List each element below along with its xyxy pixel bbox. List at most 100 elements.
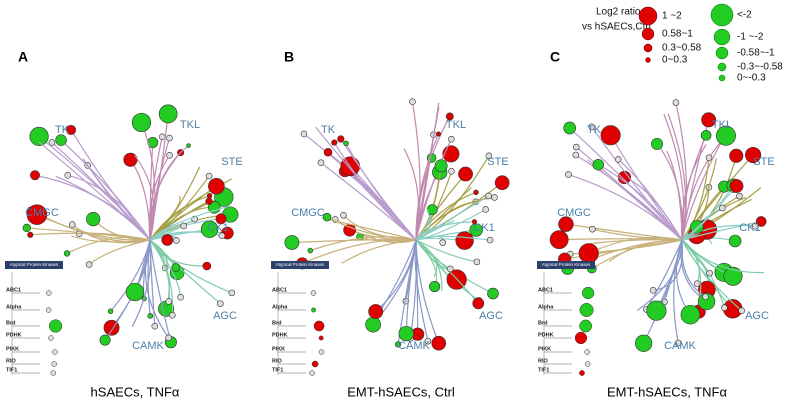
tree-branch: [415, 102, 440, 241]
kinase-dot: [171, 263, 181, 272]
tree-branch: [681, 185, 735, 241]
family-label: ABC1: [272, 287, 287, 293]
kinase-dot: [50, 370, 57, 376]
group-label: CK1: [207, 222, 228, 234]
group-label: STE: [487, 156, 508, 168]
tree-branch: [405, 239, 417, 334]
kinase-dot: [574, 331, 588, 345]
kinase-dot: [166, 134, 173, 142]
legend-label: 0.58~1: [662, 29, 693, 40]
kinase-dot: [64, 172, 72, 179]
kinase-dot: [472, 297, 485, 310]
kinome-panel: B EMT-hSAECs, Ctrl TK TKL STE CMGC CK1 AGC CAMK A…: [271, 49, 510, 399]
kinase-dot: [173, 237, 180, 244]
atypical-tree: [543, 272, 572, 375]
panel-caption: hSAECs, TNFα: [91, 384, 180, 399]
tree-branch: [140, 122, 156, 241]
group-label: TK: [587, 124, 602, 136]
group-label: AGC: [479, 310, 503, 322]
kinase-dot: [448, 168, 455, 175]
kinase-dot: [693, 280, 701, 287]
kinase-dot: [365, 316, 381, 333]
legend-title: Log2 ratio: [596, 7, 641, 18]
kinase-dot: [205, 197, 213, 205]
legend-label: 0~-0.3: [737, 73, 766, 84]
kinase-dot: [729, 179, 744, 193]
tree-branch: [681, 139, 724, 241]
kinase-dot: [317, 159, 325, 167]
kinase-dot: [752, 222, 759, 230]
tree-branch: [681, 239, 743, 312]
tree-branch: [345, 143, 417, 241]
group-label: TKL: [712, 119, 732, 131]
tree-branch: [663, 113, 685, 241]
kinase-dot: [205, 172, 213, 180]
family-label: ABC1: [6, 287, 21, 293]
atypical-header-box: [5, 261, 63, 269]
family-label: RIO: [538, 358, 549, 364]
kinase-dot: [151, 322, 159, 330]
kinase-dot: [313, 320, 325, 332]
tree-branch: [333, 142, 417, 241]
tree-branch: [415, 239, 438, 287]
legend-swatch: [718, 74, 726, 82]
panel-letter: B: [284, 49, 294, 65]
kinase-dot: [107, 308, 114, 314]
kinase-dot: [206, 193, 213, 199]
kinase-dot: [702, 293, 709, 301]
tree-branch: [681, 239, 700, 284]
kinase-dot: [30, 170, 40, 181]
kinase-dot: [651, 137, 663, 150]
atypical-header-box: [271, 261, 329, 269]
kinase-dot: [131, 112, 152, 133]
kinase-dot: [177, 293, 184, 301]
kinase-dot: [165, 298, 172, 305]
tree-branch: [415, 138, 452, 241]
kinase-dot: [578, 243, 599, 264]
kinase-dot: [200, 220, 219, 238]
family-label: Brd: [538, 320, 547, 326]
tree-branch: [415, 196, 495, 241]
tree-branch: [149, 145, 189, 241]
kinase-dot: [482, 206, 489, 213]
family-label: Brd: [272, 320, 281, 326]
tree-branch: [30, 232, 151, 241]
legend: Log2 ratio vs hSAECs,Ctrl: [582, 7, 651, 33]
tree-branch: [415, 208, 431, 241]
family-label: TIF1: [6, 367, 17, 373]
kinase-dot: [99, 334, 111, 346]
tree-branch: [675, 102, 688, 241]
group-label: TKL: [446, 119, 466, 131]
kinase-dot: [584, 361, 591, 367]
legend-swatch: [645, 57, 651, 63]
kinase-dot: [340, 211, 347, 219]
kinase-dot: [755, 216, 767, 227]
group-label: STE: [221, 156, 242, 168]
tree-branch: [575, 146, 683, 241]
kinase-dot: [721, 304, 728, 312]
legend-label: <-2: [737, 10, 752, 21]
kinase-dot: [716, 125, 736, 146]
tree-branch: [655, 239, 683, 311]
kinase-dot: [486, 236, 494, 244]
tree-branch: [597, 164, 683, 241]
tree-branch: [681, 239, 706, 298]
kinase-dot: [310, 290, 317, 296]
kinase-dot: [158, 104, 178, 124]
kinase-dot: [745, 146, 762, 164]
kinase-dot: [738, 307, 745, 314]
kinase-dot: [147, 313, 154, 319]
kinase-dot: [473, 189, 479, 196]
legend-swatch: [715, 46, 729, 60]
kinase-dot: [300, 130, 308, 138]
kinase-dot: [85, 261, 93, 268]
kinase-dot: [48, 319, 63, 333]
kinase-dot: [589, 225, 596, 233]
family-label: PIKK: [538, 346, 551, 352]
group-label: CAMK: [398, 340, 430, 352]
kinase-dot: [719, 204, 726, 212]
group-label: CK1: [473, 222, 494, 234]
kinase-dot: [368, 304, 384, 319]
kinase-dot: [572, 143, 580, 151]
